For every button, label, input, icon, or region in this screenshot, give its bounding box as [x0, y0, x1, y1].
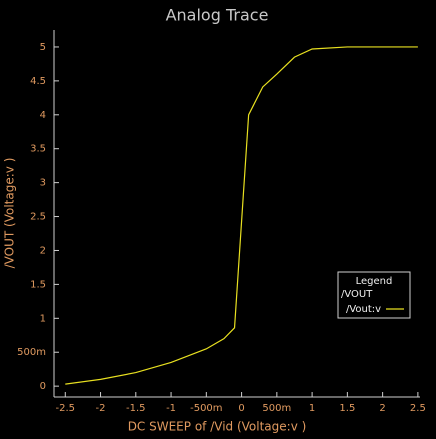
x-tick-label: 500m — [262, 403, 291, 414]
x-tick-label: -1 — [166, 403, 176, 414]
y-tick-label: 500m — [17, 347, 46, 358]
series-line — [65, 46, 418, 385]
x-tick-label: -2.5 — [56, 403, 76, 414]
y-tick-label: 2.5 — [30, 212, 46, 223]
y-tick-label: 2 — [40, 245, 46, 256]
y-tick-label: 3.5 — [30, 144, 46, 155]
y-tick-label: 5 — [40, 42, 46, 53]
x-tick-label: 0 — [238, 403, 244, 414]
x-tick-label: -1.5 — [126, 403, 146, 414]
y-tick-label: 4.5 — [30, 76, 46, 87]
y-tick-label: 1.5 — [30, 279, 46, 290]
legend-box — [337, 271, 411, 319]
legend-label: /Vout:v — [346, 304, 381, 315]
x-tick-label: 2.5 — [410, 403, 426, 414]
y-tick-label: 0 — [40, 381, 46, 392]
y-tick-label: 3 — [40, 178, 46, 189]
legend-group: /VOUT — [341, 289, 373, 300]
x-tick-label: 2 — [379, 403, 385, 414]
y-tick-label: 1 — [40, 313, 46, 324]
y-axis-label: /VOUT (Voltage:v ) — [3, 158, 17, 269]
chart-title: Analog Trace — [166, 6, 269, 25]
x-tick-label: -2 — [96, 403, 106, 414]
legend-title: Legend — [356, 276, 393, 287]
x-tick-label: 1 — [309, 403, 315, 414]
x-tick-label: 1.5 — [339, 403, 355, 414]
x-tick-label: -500m — [190, 403, 222, 414]
x-axis-label: DC SWEEP of /Vid (Voltage:v ) — [128, 420, 307, 434]
y-tick-label: 4 — [40, 110, 46, 121]
